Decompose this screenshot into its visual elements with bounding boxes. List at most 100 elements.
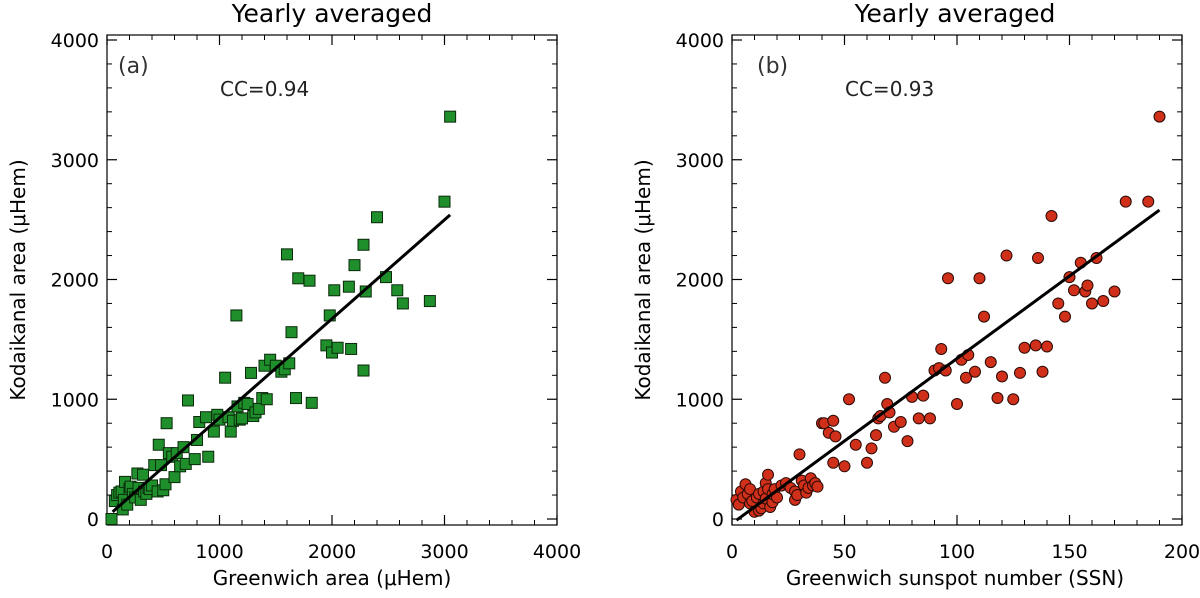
panel-b-data-point [865,442,878,455]
panel-b-data-point [894,416,907,429]
panel-b-data-point [838,460,851,473]
panel-b-data-point [1108,285,1121,298]
panel-a-data-point [328,284,341,297]
panel-a-data-point [285,326,298,339]
panel-b-data-point [843,393,855,406]
panel-b-data-point [924,412,936,425]
panel-b-data-point [1153,110,1166,123]
panel-a-data-point [345,342,358,355]
panel-b-data-point [1018,341,1031,354]
panel-a-data-point [168,471,181,484]
panel-b-data-point [912,412,925,425]
panel-b-points [730,110,1166,518]
panel-a-data-point [236,412,248,425]
panel-b-data-point [1014,366,1026,379]
panel-a-data-point [423,295,436,308]
panel-b-data-point [996,370,1008,383]
panel-b-y-tick-label: 1000 [676,389,724,411]
panel-b-data-point [1052,297,1065,310]
panel-b-data-point [1119,195,1132,208]
panel-b-label: (b) [757,54,788,79]
panel-b-data-point [1142,195,1155,208]
panel-b-data-point [861,456,873,469]
panel-a-x-tick-label: 2000 [308,541,356,563]
panel-a-data-point [292,272,305,285]
panel-b-y-axis-label: Kodaikanal area (μHem) [631,159,655,400]
panel-a-data-point [348,259,361,272]
panel-a-y-tick-label: 2000 [51,270,99,292]
panel-a-y-tick-label: 0 [87,509,99,531]
panel-a-cc-annotation: CC=0.94 [220,77,309,101]
panel-b-data-point [1041,340,1053,353]
panel-a-points [105,110,457,525]
panel-a-data-point [371,211,383,224]
panel-b-data-point [984,356,997,369]
panel-a-y-axis-label: Kodaikanal area (μHem) [6,159,30,400]
panel-a-data-point [202,450,215,463]
panel-b-data-point [1036,365,1049,378]
panel-a-x-tick-label: 1000 [195,541,243,563]
panel-a-data-point [391,284,404,297]
panel-b-y-tick-label: 2000 [676,270,724,292]
panel-a-data-point [159,478,172,491]
panel-b-data-point [969,365,981,378]
panel-b-data-point [1059,310,1071,323]
panel-a-data-point [152,438,165,451]
panel-b-x-tick-label: 200 [1164,541,1200,563]
panel-b: Yearly averaged 0 50 100 150 200010002000300… [631,0,1200,590]
panel-a-ticks [106,35,558,525]
panel-a-y-tick-label: 1000 [51,389,99,411]
panel-a-data-point [260,393,273,406]
panel-b-data-point [1045,210,1058,223]
panel-b-data-point [978,310,990,323]
panel-b-x-tick-label: 0 [726,541,738,563]
panel-b-y-tick-label: 0 [712,509,724,531]
panel-a-data-point [290,392,302,405]
panel-b-data-point [942,272,954,285]
panel-b-data-point [762,468,774,481]
panel-a-fit-line [111,213,452,513]
panel-b-data-point [1068,284,1080,297]
panel-b-data-point [960,371,972,384]
panel-a-data-point [137,468,149,481]
panel-b-data-point [1097,295,1110,308]
panel-b-y-tick-label: 4000 [676,30,724,52]
panel-a-data-point [342,280,355,293]
panel-a-y-tick-label: 4000 [51,30,99,52]
panel-b-data-point [827,456,840,469]
panel-a: Yearly averaged 0 1000 2000 3000 4000 0 1000 20… [6,0,581,590]
panel-a-data-point [177,441,190,454]
panel-a-data-point [219,371,232,384]
panel-a-data-point [191,433,203,446]
panel-b-data-point [1029,339,1042,352]
panel-a-data-point [281,248,293,261]
panel-b-data-point [849,438,862,451]
panel-a-data-point [200,411,212,424]
panel-b-title: Yearly averaged [854,0,1056,28]
panel-b-data-point [935,342,948,355]
panel-b-data-point [1081,279,1094,292]
panel-b-data-point [811,480,824,493]
panel-a-data-point [230,309,243,322]
panel-a-data-point [444,110,457,123]
panel-a-data-point [188,453,201,466]
panel-b-data-point [973,272,986,285]
panel-b-data-point [829,430,842,443]
panel-a-data-point [207,425,220,438]
panel-a-data-point [245,366,257,379]
panel-b-ticks [731,35,1183,525]
panel-a-data-point [331,341,344,354]
panel-b-x-tick-label: 100 [939,541,975,563]
panel-a-x-tick-label: 4000 [533,541,581,563]
panel-a-data-point [303,274,316,287]
panel-b-data-point [793,448,806,461]
panel-b-data-point [1000,249,1013,262]
panel-b-x-axis-label: Greenwich sunspot number (SSN) [786,566,1124,590]
panel-b-cc-annotation: CC=0.93 [845,77,934,101]
panel-a-label: (a) [118,54,149,79]
panel-a-data-point [160,417,173,430]
panel-a-data-point [105,513,118,525]
panel-b-data-point [870,429,882,442]
